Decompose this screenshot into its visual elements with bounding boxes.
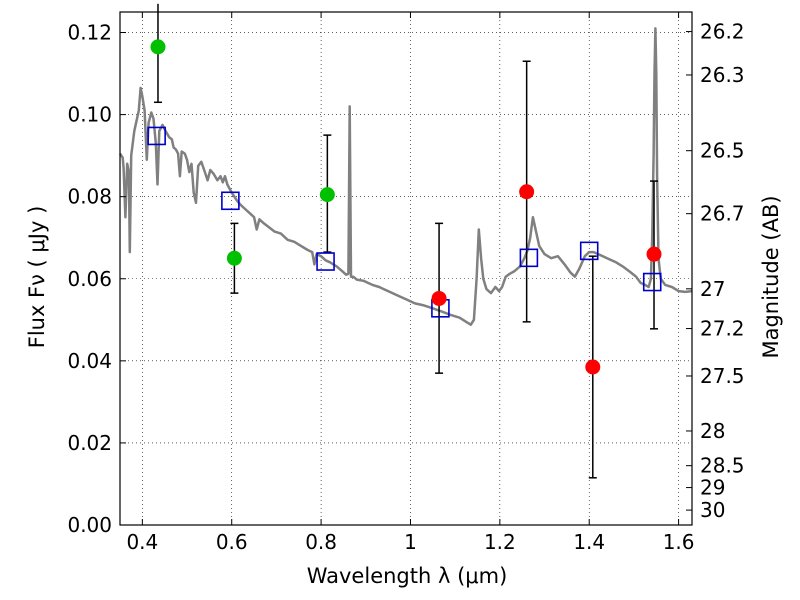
x-tick-label: 1.6 bbox=[663, 530, 695, 554]
error-bars bbox=[153, 3, 659, 479]
observed-point-green bbox=[150, 39, 166, 55]
x-tick-label: 1.2 bbox=[484, 530, 516, 554]
observed-points bbox=[150, 39, 662, 375]
y-tick-label: 0.06 bbox=[67, 267, 112, 291]
observed-point-green bbox=[226, 250, 242, 266]
x-tick-label: 0.8 bbox=[305, 530, 337, 554]
observed-point-green bbox=[319, 187, 335, 203]
y-tick-label: 0.04 bbox=[67, 349, 112, 373]
x-tick-label: 0.6 bbox=[216, 530, 248, 554]
observed-point-red bbox=[519, 184, 535, 200]
observed-point-red bbox=[646, 246, 662, 262]
right-axis-title: Magnitude (AB) bbox=[759, 195, 783, 358]
mag-tick-label: 27.5 bbox=[700, 364, 745, 388]
observed-point-red bbox=[585, 359, 601, 375]
y-tick-label: 0.02 bbox=[67, 431, 112, 455]
x-tick-label: 1.4 bbox=[573, 530, 605, 554]
y-tick-label: 0.10 bbox=[67, 103, 112, 127]
mag-tick-label: 28.5 bbox=[700, 454, 745, 478]
model-photometry-box bbox=[316, 252, 335, 271]
model-spectrum-layer bbox=[118, 27, 693, 326]
model-spectrum-line bbox=[118, 27, 693, 326]
mag-tick-label: 28 bbox=[700, 419, 725, 443]
model-photometry-box bbox=[519, 248, 539, 268]
mag-tick-label: 26.7 bbox=[700, 202, 745, 226]
model-photometry-boxes bbox=[147, 126, 662, 318]
y-tick-label: 0.00 bbox=[67, 513, 112, 537]
grid bbox=[120, 12, 692, 526]
plot-frame bbox=[119, 11, 693, 526]
model-photometry-box bbox=[147, 126, 166, 146]
x-tick-label: 0.4 bbox=[126, 530, 158, 554]
axis-ticks: 0.4 0.6 0.8 1 1.2 1.4 1.6 0.00 0.02 0.04 0.06 0.08 0… bbox=[67, 12, 745, 554]
mag-tick-label: 27.2 bbox=[700, 317, 745, 341]
y-tick-label: 0.12 bbox=[67, 21, 112, 45]
mag-tick-label: 26.5 bbox=[700, 139, 745, 163]
mag-tick-label: 26.2 bbox=[700, 20, 745, 44]
observed-point-red bbox=[431, 290, 447, 306]
mag-tick-label: 30 bbox=[700, 498, 725, 522]
model-photometry-box bbox=[579, 241, 599, 261]
x-tick-label: 1 bbox=[404, 530, 417, 554]
y-tick-label: 0.08 bbox=[67, 185, 112, 209]
mag-tick-label: 27 bbox=[700, 277, 725, 301]
mag-tick-label: 26.3 bbox=[700, 63, 745, 87]
model-photometry-box bbox=[642, 272, 662, 292]
model-photometry-box bbox=[221, 191, 240, 211]
y-axis-title: Flux Fν ( μJy ) bbox=[25, 206, 49, 349]
x-axis-title: Wavelength λ (μm) bbox=[307, 564, 508, 588]
mag-tick-label: 29 bbox=[700, 476, 725, 500]
